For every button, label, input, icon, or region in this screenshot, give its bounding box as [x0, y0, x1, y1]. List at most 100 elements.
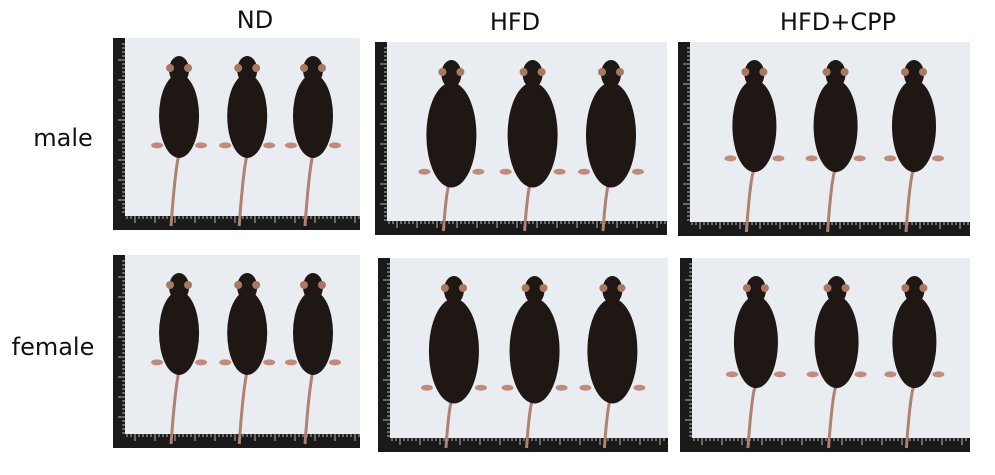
- ruler: [378, 258, 390, 452]
- mouse-body: [428, 298, 479, 404]
- ruler: [678, 222, 970, 236]
- mouse-foot: [806, 371, 819, 378]
- mouse-foot: [632, 168, 644, 175]
- mouse-foot: [633, 384, 646, 391]
- mouse-body: [587, 298, 638, 404]
- mouse-head: [904, 276, 925, 304]
- mouse-foot: [263, 142, 276, 149]
- mouse-body: [892, 295, 937, 389]
- photo: [680, 258, 970, 452]
- mouse-head: [443, 276, 464, 304]
- mouse-foot: [151, 142, 164, 149]
- mouse-head: [524, 276, 545, 304]
- mouse-foot: [884, 371, 897, 378]
- row-label: male: [33, 124, 93, 152]
- mouse-foot: [501, 384, 514, 391]
- mouse-ear: [822, 68, 831, 76]
- photo: [378, 258, 668, 452]
- ruler: [375, 221, 667, 235]
- column-label: HFD+CPP: [780, 8, 896, 36]
- mouse-ear: [841, 284, 850, 292]
- mouse-ear: [901, 68, 909, 76]
- mouse-body: [814, 295, 859, 389]
- mouse-ear: [440, 284, 449, 292]
- mouse-head: [602, 276, 623, 304]
- mouse-head: [826, 276, 847, 304]
- mouse-body: [586, 82, 636, 188]
- mouse-body: [892, 79, 936, 173]
- column-label: HFD: [490, 8, 540, 36]
- mouse-body: [293, 74, 333, 158]
- mouse-head: [601, 60, 621, 88]
- mouse-foot: [472, 168, 485, 175]
- mouse-foot: [772, 155, 785, 162]
- mouse-body: [732, 79, 777, 173]
- mouse-ear: [184, 281, 193, 289]
- mouse-head: [904, 60, 924, 88]
- ruler: [113, 38, 125, 230]
- mouse-ear: [456, 68, 465, 76]
- column-label: ND: [237, 6, 273, 34]
- mouse-ear: [234, 281, 243, 289]
- mouse-body: [159, 291, 200, 375]
- mouse-ear: [599, 284, 608, 292]
- mouse-foot: [932, 371, 945, 378]
- mouse-ear: [519, 68, 528, 76]
- mouse-body: [159, 74, 200, 158]
- mouse-ear: [166, 64, 175, 72]
- mouse-foot: [420, 384, 433, 391]
- mouse-head: [825, 60, 846, 88]
- mouse-head: [441, 60, 462, 88]
- mouse-head: [169, 56, 190, 84]
- mouse-body: [509, 298, 560, 404]
- mouse-body: [426, 82, 477, 188]
- mouse-foot: [555, 384, 568, 391]
- mouse-ear: [252, 281, 261, 289]
- mouse-ear: [537, 68, 546, 76]
- mouse-ear: [252, 64, 261, 72]
- ruler: [378, 438, 668, 452]
- mouse-ear: [598, 68, 606, 76]
- mouse-head: [169, 273, 190, 301]
- ruler: [680, 258, 692, 452]
- mouse-foot: [773, 371, 786, 378]
- mouse-ear: [438, 68, 447, 76]
- photo: [113, 255, 360, 448]
- photo: [375, 42, 667, 235]
- mouse-foot: [853, 155, 866, 162]
- mouse-body: [293, 291, 333, 375]
- mouse-head: [522, 60, 543, 88]
- mouse-foot: [219, 359, 232, 366]
- mouse-ear: [184, 64, 193, 72]
- mouse-ear: [741, 68, 750, 76]
- ruler: [113, 255, 125, 448]
- mouse-foot: [151, 359, 164, 366]
- mouse-ear: [742, 284, 751, 292]
- mouse-foot: [854, 371, 867, 378]
- mouse-ear: [318, 64, 326, 72]
- mouse-ear: [300, 64, 308, 72]
- ruler: [678, 42, 690, 236]
- mouse-ear: [300, 281, 308, 289]
- mouse-body: [227, 291, 268, 375]
- mouse-head: [303, 273, 323, 301]
- mouse-head: [237, 56, 258, 84]
- mouse-foot: [418, 168, 431, 175]
- mouse-foot: [285, 359, 297, 366]
- mouse-body: [507, 82, 558, 188]
- mouse-head: [237, 273, 258, 301]
- ruler: [680, 438, 970, 452]
- mouse-ear: [616, 68, 624, 76]
- mouse-body: [227, 74, 268, 158]
- mouse-head: [745, 276, 766, 304]
- mouse-foot: [285, 142, 297, 149]
- mouse-head: [744, 60, 765, 88]
- row-label: female: [12, 333, 95, 361]
- mouse-head: [303, 56, 323, 84]
- mouse-ear: [919, 284, 928, 292]
- mouse-body: [813, 79, 858, 173]
- mouse-foot: [553, 168, 566, 175]
- mouse-foot: [263, 359, 276, 366]
- mouse-ear: [823, 284, 832, 292]
- mouse-foot: [932, 155, 944, 162]
